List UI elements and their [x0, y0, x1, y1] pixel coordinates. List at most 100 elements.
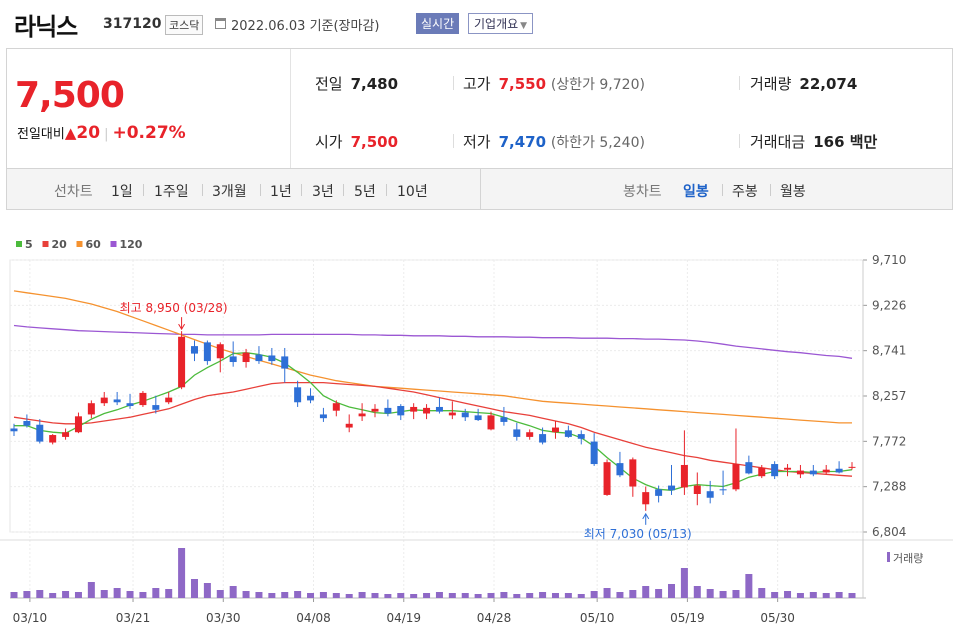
- volume-bar: [590, 591, 598, 598]
- high-value: 7,550: [498, 75, 547, 93]
- volume-bar: [242, 591, 250, 598]
- candle-body: [178, 336, 186, 388]
- realtime-button[interactable]: 실시간: [416, 13, 460, 34]
- candle-body: [616, 463, 624, 476]
- tab-3year[interactable]: 3년: [312, 184, 334, 200]
- candle-body: [693, 485, 701, 494]
- legend-label-5: 5: [25, 238, 33, 251]
- volume-bar: [448, 593, 456, 598]
- volume-bar: [835, 592, 843, 598]
- low-value: 7,470: [498, 133, 547, 151]
- trade-amount-label: 거래대금: [750, 133, 806, 151]
- tab-3month[interactable]: 3개월: [212, 184, 247, 200]
- volume-bar: [62, 591, 70, 598]
- volume-legend-label: 거래량: [893, 552, 923, 565]
- volume-bar: [719, 591, 727, 598]
- candle-body: [500, 417, 508, 422]
- tab-1day[interactable]: 1일: [111, 184, 133, 200]
- y-tick-label: 8,741: [872, 344, 906, 358]
- volume-bar: [190, 579, 198, 598]
- candle-body: [513, 429, 521, 437]
- volume-bar: [87, 582, 95, 598]
- company-overview-dropdown[interactable]: 기업개요 ▼: [468, 13, 534, 34]
- candle-body: [564, 430, 572, 437]
- candle-body: [745, 462, 753, 474]
- candle-body: [784, 467, 792, 470]
- candle-body: [165, 397, 173, 403]
- candle-body: [307, 395, 315, 401]
- candle-body: [152, 405, 160, 410]
- candle-body: [281, 356, 289, 369]
- tab-monthly[interactable]: 월봉: [780, 184, 806, 200]
- volume-bar: [74, 592, 82, 598]
- candle-body: [36, 424, 44, 442]
- divider: [739, 76, 740, 90]
- candle-body: [255, 354, 263, 362]
- tab-1week[interactable]: 1주일: [154, 184, 189, 200]
- tab-weekly[interactable]: 주봉: [732, 184, 758, 200]
- candle-body: [848, 466, 856, 468]
- x-tick-label: 04/08: [296, 611, 331, 625]
- price-chart: 5 20 60 120 9,710 9,226 8,741 8,257 7,772 7,288 6,…: [0, 238, 953, 625]
- tab-10year[interactable]: 10년: [397, 184, 428, 200]
- candle-body: [642, 492, 650, 505]
- open-value: 7,500: [350, 133, 399, 151]
- tab-daily[interactable]: 일봉: [683, 184, 709, 200]
- high-label: 고가: [463, 75, 491, 93]
- company-overview-label: 기업개요: [474, 17, 519, 31]
- x-tick-label: 05/10: [580, 611, 615, 625]
- tab-1year[interactable]: 1년: [270, 184, 292, 200]
- change-separator: |: [104, 127, 109, 142]
- volume-bar: [577, 594, 585, 598]
- price-change: 전일대비▲20 | +0.27%: [17, 123, 186, 143]
- open-price: 시가 7,500: [315, 131, 398, 152]
- candle-body: [771, 464, 779, 477]
- divider: [739, 134, 740, 148]
- volume-bar: [139, 592, 147, 598]
- x-tick-label: 03/30: [206, 611, 241, 625]
- tab-separator: [260, 184, 261, 196]
- volume-bar: [319, 592, 327, 598]
- y-tick-label: 8,257: [872, 389, 906, 403]
- candle-body: [590, 441, 598, 465]
- candle-body: [126, 403, 134, 407]
- tab-separator: [143, 184, 144, 196]
- ma-line-20: [13, 381, 853, 477]
- candle-body: [461, 412, 469, 418]
- candle-body: [332, 403, 340, 411]
- volume-bar: [36, 590, 44, 598]
- tab-separator: [343, 184, 344, 196]
- candle-body: [822, 469, 830, 473]
- volume-bar: [732, 590, 740, 598]
- change-label: 전일대비: [17, 127, 65, 142]
- x-tick-label: 05/30: [760, 611, 795, 625]
- candle-body: [835, 468, 843, 473]
- prev-close-value: 7,480: [350, 75, 399, 93]
- tab-5year[interactable]: 5년: [354, 184, 376, 200]
- candle-chart-label: 봉차트: [623, 184, 662, 200]
- candle-body: [268, 355, 276, 362]
- ma-line-120: [13, 324, 853, 359]
- candle-body: [551, 427, 559, 433]
- max-arrow-head: [178, 323, 186, 331]
- candle-body: [74, 416, 82, 433]
- volume-bar: [203, 583, 211, 598]
- volume-bar: [513, 594, 521, 598]
- volume-bar: [216, 590, 224, 598]
- volume-bar: [100, 590, 108, 598]
- y-tick-label: 9,226: [872, 298, 906, 312]
- volume-bar: [564, 593, 572, 598]
- candle-body: [668, 485, 676, 491]
- stock-name: 라닉스: [14, 13, 78, 41]
- divider: [453, 76, 454, 90]
- candle-body: [358, 413, 366, 417]
- market-badge: 코스닥: [165, 15, 204, 35]
- y-tick-label: 7,772: [872, 434, 906, 448]
- chart-tabs: 선차트 1일 1주일 3개월 1년 3년 5년 10년 봉차트 일봉 주봉 월봉: [6, 168, 953, 210]
- trade-amount: 거래대금 166 백만: [750, 131, 877, 152]
- stock-code: 317120: [103, 16, 162, 32]
- volume-bar: [113, 588, 121, 598]
- volume-bar: [165, 589, 173, 598]
- volume-bar: [281, 592, 289, 598]
- volume-bar: [822, 593, 830, 598]
